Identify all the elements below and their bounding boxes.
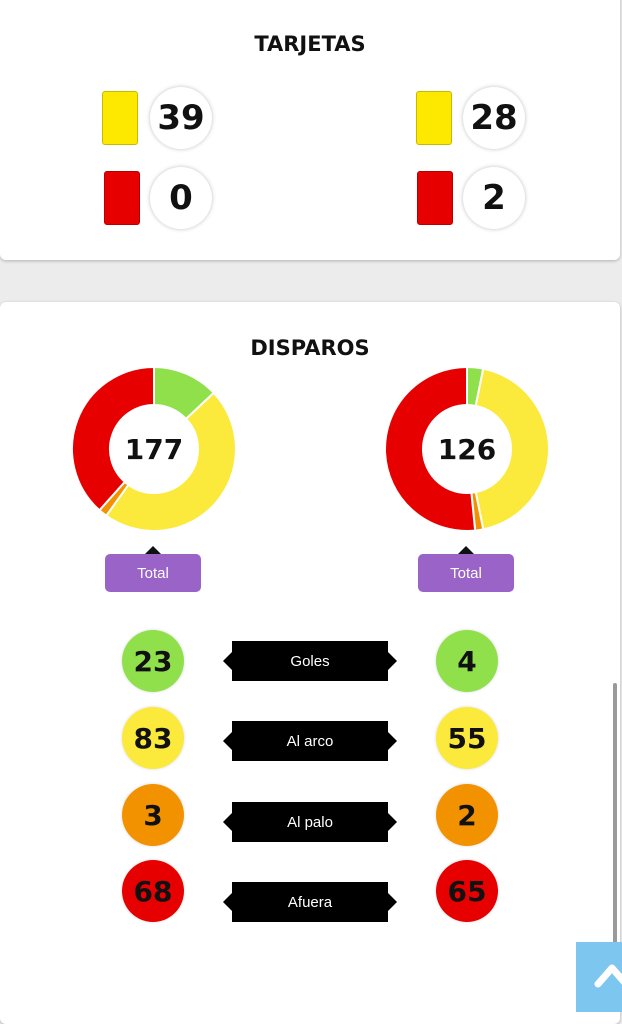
- home-goles: 23: [122, 630, 184, 692]
- goles-label: Goles: [223, 641, 397, 681]
- away-shots-donut: [384, 365, 550, 532]
- scrollbar[interactable]: [613, 683, 617, 965]
- home-al-palo: 3: [122, 784, 184, 846]
- away-al-palo: 2: [436, 784, 498, 846]
- shots-title: DISPAROS: [250, 336, 370, 360]
- red-card-icon: [104, 171, 140, 225]
- al-arco-label-text: Al arco: [286, 732, 334, 750]
- chevron-up-icon: [594, 964, 622, 988]
- home-afuera: 68: [122, 860, 184, 922]
- yellow-card-icon: [102, 91, 138, 145]
- home-shots-donut: [71, 365, 237, 532]
- away-total-button[interactable]: Total: [418, 546, 514, 592]
- afuera-label-text: Afuera: [287, 893, 333, 911]
- goles-label-text: Goles: [290, 652, 330, 670]
- cards-title: TARJETAS: [254, 32, 366, 56]
- away-total-shots: 126: [423, 405, 511, 493]
- afuera-label: Afuera: [223, 882, 397, 922]
- home-yellow-count: 39: [150, 87, 212, 149]
- away-goles: 4: [436, 630, 498, 692]
- home-total-shots: 177: [110, 405, 198, 493]
- al-palo-label-text: Al palo: [287, 813, 333, 831]
- yellow-card-icon: [416, 91, 452, 145]
- red-card-icon: [417, 171, 453, 225]
- al-palo-label: Al palo: [223, 802, 397, 842]
- away-al-arco: 55: [436, 707, 498, 769]
- home-total-button[interactable]: Total: [105, 546, 201, 592]
- shots-section: DISPAROS 177 126 Total Total 23 Goles 4 …: [0, 302, 620, 1024]
- cards-section: TARJETAS 39 28 0 2: [0, 0, 620, 260]
- home-red-count: 0: [150, 167, 212, 229]
- al-arco-label: Al arco: [223, 721, 397, 761]
- away-yellow-count: 28: [463, 87, 525, 149]
- home-al-arco: 83: [122, 707, 184, 769]
- away-afuera: 65: [436, 860, 498, 922]
- scroll-to-top-button[interactable]: [576, 942, 622, 1012]
- away-red-count: 2: [463, 167, 525, 229]
